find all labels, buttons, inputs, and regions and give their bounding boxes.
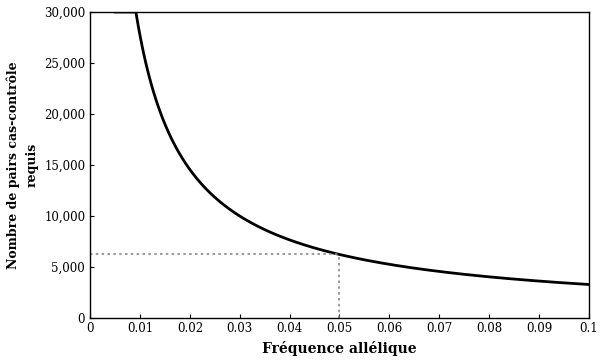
X-axis label: Fréquence allélique: Fréquence allélique (262, 341, 417, 356)
Y-axis label: Nombre de pairs cas-contrôle
requis: Nombre de pairs cas-contrôle requis (7, 61, 39, 269)
